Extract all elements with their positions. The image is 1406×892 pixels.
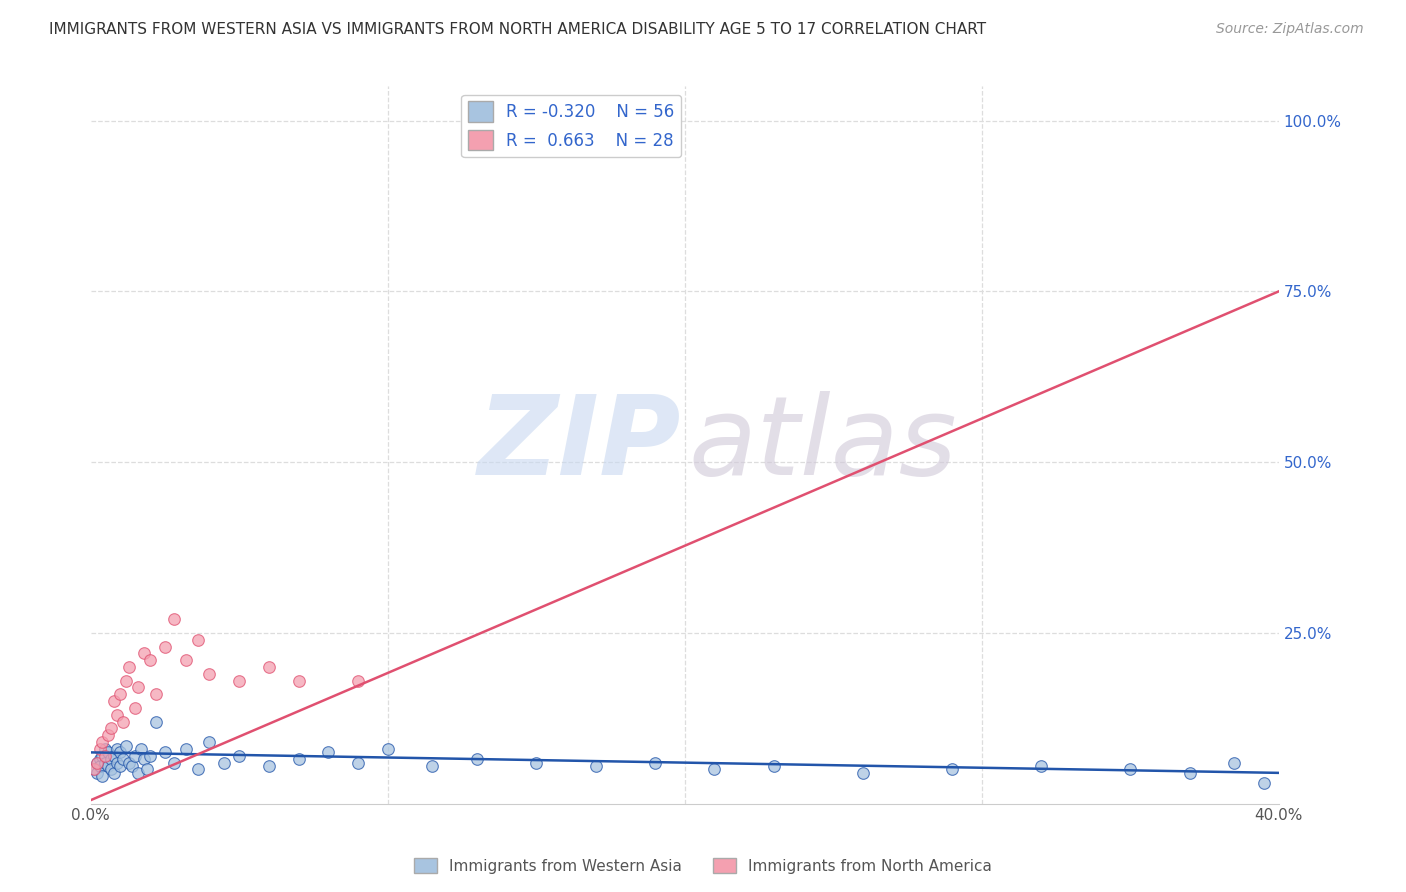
- Point: [124, 748, 146, 763]
- Point: [86, 756, 108, 770]
- Point: [1031, 759, 1053, 773]
- Point: [228, 748, 250, 763]
- Point: [97, 759, 120, 773]
- Point: [1253, 776, 1275, 790]
- Point: [110, 759, 132, 773]
- Point: [187, 632, 209, 647]
- Point: [100, 722, 122, 736]
- Point: [94, 742, 117, 756]
- Point: [91, 748, 114, 763]
- Point: [100, 763, 122, 777]
- Point: [103, 694, 125, 708]
- Legend: Immigrants from Western Asia, Immigrants from North America: Immigrants from Western Asia, Immigrants…: [408, 852, 998, 880]
- Point: [257, 660, 280, 674]
- Point: [139, 653, 162, 667]
- Point: [287, 752, 309, 766]
- Point: [103, 765, 125, 780]
- Point: [121, 759, 143, 773]
- Point: [174, 742, 197, 756]
- Point: [762, 759, 785, 773]
- Point: [347, 756, 370, 770]
- Point: [112, 752, 135, 766]
- Point: [127, 765, 149, 780]
- Point: [524, 756, 547, 770]
- Point: [112, 714, 135, 729]
- Point: [83, 763, 105, 777]
- Point: [703, 763, 725, 777]
- Point: [377, 742, 399, 756]
- Legend: R = -0.320    N = 56, R =  0.663    N = 28: R = -0.320 N = 56, R = 0.663 N = 28: [461, 95, 682, 157]
- Point: [139, 748, 162, 763]
- Point: [91, 769, 114, 783]
- Point: [187, 763, 209, 777]
- Point: [105, 707, 128, 722]
- Point: [136, 763, 159, 777]
- Point: [97, 728, 120, 742]
- Point: [86, 756, 108, 770]
- Point: [100, 752, 122, 766]
- Point: [129, 742, 152, 756]
- Point: [110, 745, 132, 759]
- Point: [86, 765, 108, 780]
- Point: [103, 748, 125, 763]
- Point: [105, 756, 128, 770]
- Point: [1119, 763, 1142, 777]
- Point: [83, 763, 105, 777]
- Point: [174, 653, 197, 667]
- Point: [287, 673, 309, 688]
- Point: [132, 752, 155, 766]
- Point: [91, 735, 114, 749]
- Point: [228, 673, 250, 688]
- Point: [118, 756, 141, 770]
- Point: [105, 742, 128, 756]
- Point: [89, 759, 111, 773]
- Point: [145, 687, 167, 701]
- Point: [163, 756, 186, 770]
- Point: [115, 673, 138, 688]
- Point: [145, 714, 167, 729]
- Text: atlas: atlas: [689, 392, 957, 499]
- Point: [316, 745, 339, 759]
- Point: [97, 745, 120, 759]
- Point: [153, 640, 176, 654]
- Point: [163, 612, 186, 626]
- Point: [1223, 756, 1246, 770]
- Point: [257, 759, 280, 773]
- Point: [347, 673, 370, 688]
- Point: [127, 681, 149, 695]
- Point: [132, 646, 155, 660]
- Point: [214, 756, 236, 770]
- Point: [198, 666, 221, 681]
- Point: [153, 745, 176, 759]
- Point: [941, 763, 963, 777]
- Point: [110, 687, 132, 701]
- Point: [94, 756, 117, 770]
- Text: Source: ZipAtlas.com: Source: ZipAtlas.com: [1216, 22, 1364, 37]
- Point: [852, 765, 875, 780]
- Point: [89, 742, 111, 756]
- Point: [420, 759, 443, 773]
- Point: [1178, 765, 1201, 780]
- Point: [465, 752, 488, 766]
- Point: [94, 748, 117, 763]
- Point: [89, 752, 111, 766]
- Point: [585, 759, 607, 773]
- Point: [118, 660, 141, 674]
- Text: ZIP: ZIP: [478, 392, 682, 499]
- Point: [198, 735, 221, 749]
- Point: [115, 739, 138, 753]
- Text: IMMIGRANTS FROM WESTERN ASIA VS IMMIGRANTS FROM NORTH AMERICA DISABILITY AGE 5 T: IMMIGRANTS FROM WESTERN ASIA VS IMMIGRAN…: [49, 22, 987, 37]
- Point: [644, 756, 666, 770]
- Point: [124, 701, 146, 715]
